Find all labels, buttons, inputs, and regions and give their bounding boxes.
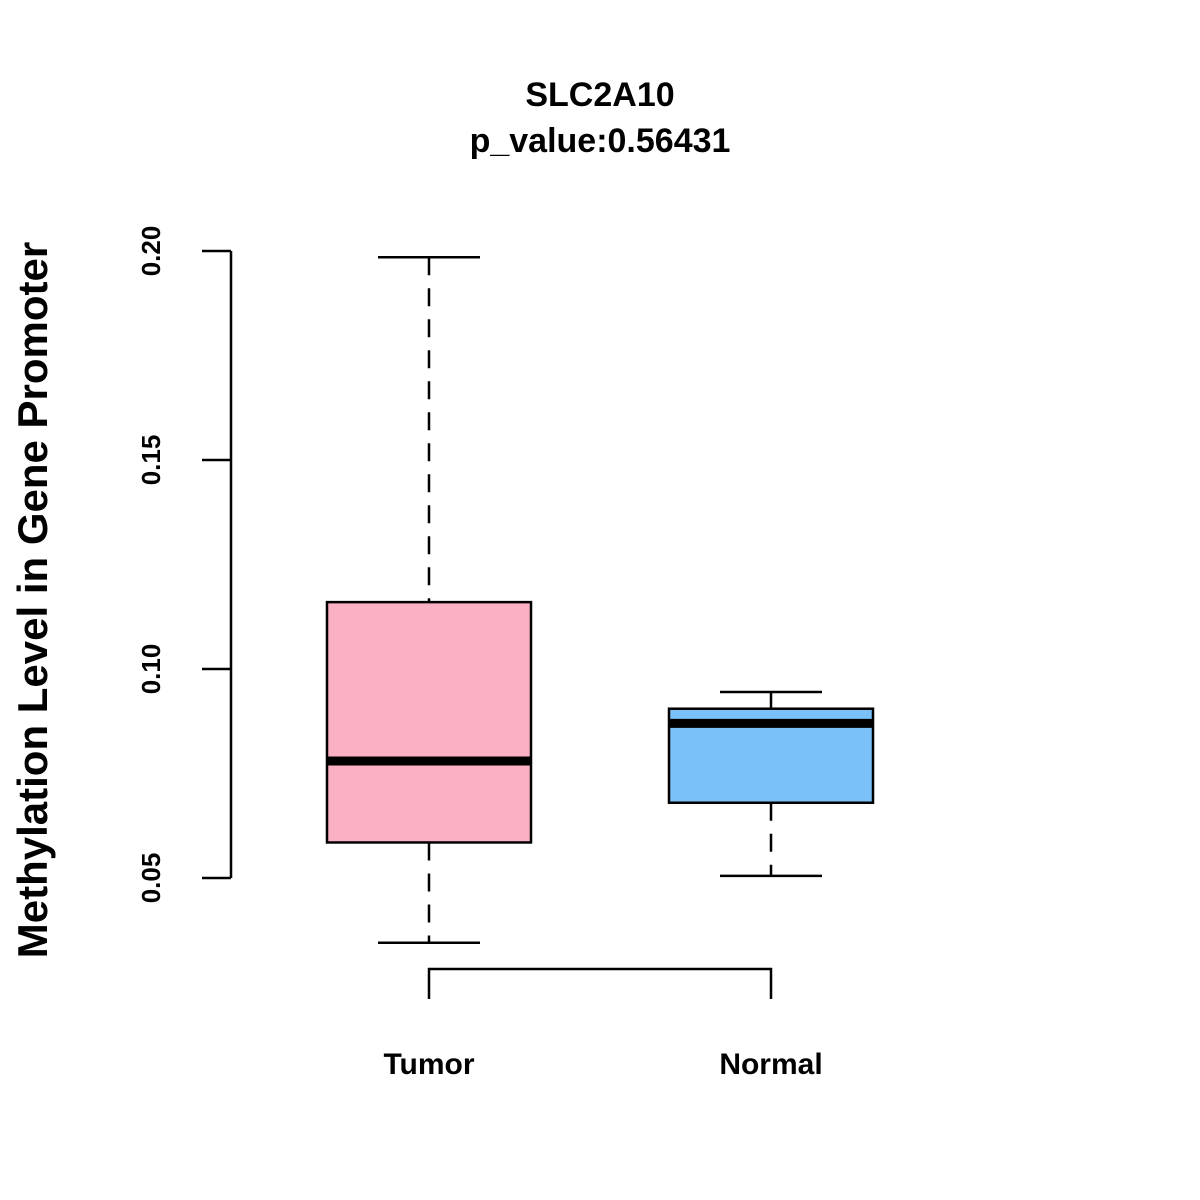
chart-title: SLC2A10	[525, 76, 674, 114]
box-normal	[667, 690, 875, 878]
iqr-box	[325, 600, 533, 844]
y-axis: 0.05 0.10 0.15 0.20	[136, 226, 233, 904]
y-tick-label: 0.15	[136, 435, 166, 486]
x-category-label: Tumor	[383, 1048, 474, 1081]
y-tick-label: 0.20	[136, 226, 166, 277]
y-axis-label: Methylation Level in Gene Promoter	[9, 242, 56, 958]
box-tumor	[325, 256, 533, 945]
y-tick-label: 0.05	[136, 853, 166, 904]
category-labels: Tumor Normal	[383, 1048, 822, 1081]
x-category-label: Normal	[719, 1048, 822, 1081]
chart-subtitle: p_value:0.56431	[470, 122, 731, 160]
bracket-line	[427, 967, 773, 999]
boxes-group	[325, 256, 875, 945]
comparison-bracket	[427, 967, 773, 999]
y-tick-label: 0.10	[136, 644, 166, 695]
